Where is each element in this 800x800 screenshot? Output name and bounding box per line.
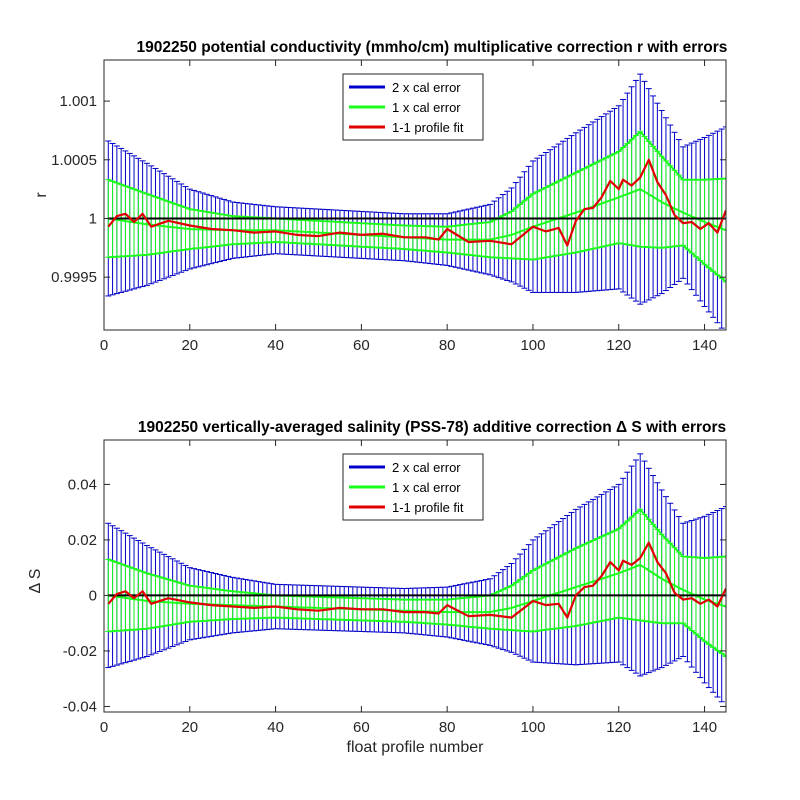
sal-profile-fit-line bbox=[107, 541, 726, 619]
salinity-plot-area: 0 20 40 60 80 100 120 140 -0.04 -0.02 0 0.02 0.04 2 x… bbox=[63, 439, 727, 736]
cond-cal1-lower-line bbox=[108, 240, 726, 283]
sal-legend-label: 1-1 profile fit bbox=[392, 500, 464, 515]
cond-x-tick-label: 140 bbox=[692, 337, 717, 354]
sal-x-tick-label: 0 bbox=[100, 719, 108, 736]
cond-y-tick-label: 1.001 bbox=[59, 93, 97, 110]
cond-x-tick-label: 120 bbox=[606, 337, 631, 354]
sal-cal1-lower-line bbox=[108, 616, 726, 658]
conductivity-panel-title: 1902250 potential conductivity (mmho/cm)… bbox=[137, 39, 728, 56]
cond-legend-label: 1 x cal error bbox=[392, 100, 461, 115]
cond-x-tick-label: 60 bbox=[353, 337, 370, 354]
cond-legend-label: 1-1 profile fit bbox=[392, 120, 464, 135]
sal-y-tick-label: 0.04 bbox=[68, 476, 97, 493]
salinity-panel-title: 1902250 vertically-averaged salinity (PS… bbox=[138, 419, 726, 436]
salinity-y-axis-label: Δ S bbox=[27, 569, 44, 594]
conductivity-y-axis-label: r bbox=[33, 192, 50, 198]
cond-axes-box bbox=[103, 59, 727, 331]
sal-x-tick-label: 40 bbox=[267, 719, 284, 736]
cond-y-tick-label: 0.9995 bbox=[51, 269, 97, 286]
cond-cal1-upper-line bbox=[107, 130, 726, 228]
cond-profile-fit-line bbox=[107, 158, 726, 247]
conductivity-plot-area: 0 20 40 60 80 100 120 140 0.9995 1 1.0005 1.001 2 x … bbox=[51, 59, 727, 354]
conductivity-correction-panel: 1902250 potential conductivity (mmho/cm)… bbox=[33, 39, 728, 354]
sal-x-tick-label: 100 bbox=[520, 719, 545, 736]
sal-x-tick-label: 80 bbox=[439, 719, 456, 736]
sal-legend-label: 1 x cal error bbox=[392, 480, 461, 495]
cond-series-group bbox=[105, 73, 726, 330]
cond-x-tick-label: 20 bbox=[181, 337, 198, 354]
sal-cal1-upper-line bbox=[107, 507, 726, 601]
sal-axes-box bbox=[103, 439, 727, 713]
sal-x-tick-label: 140 bbox=[692, 719, 717, 736]
cond-x-tick-label: 80 bbox=[439, 337, 456, 354]
cond-legend-label: 2 x cal error bbox=[392, 80, 461, 95]
cond-x-tick-label: 0 bbox=[100, 337, 108, 354]
sal-x-tick-label: 120 bbox=[606, 719, 631, 736]
sal-y-tick-label: -0.04 bbox=[63, 698, 97, 715]
cond-x-tick-label: 100 bbox=[520, 337, 545, 354]
cond-x-tick-label: 40 bbox=[267, 337, 284, 354]
salinity-x-axis-label: float profile number bbox=[347, 739, 485, 756]
sal-series-group bbox=[105, 453, 726, 707]
sal-x-tick-label: 20 bbox=[181, 719, 198, 736]
cond-y-tick-label: 1 bbox=[89, 210, 97, 227]
sal-y-tick-label: 0.02 bbox=[68, 532, 97, 549]
salinity-correction-panel: 1902250 vertically-averaged salinity (PS… bbox=[27, 419, 727, 756]
cond-y-tick-label: 1.0005 bbox=[51, 152, 97, 169]
sal-x-tick-label: 60 bbox=[353, 719, 370, 736]
sal-y-tick-label: 0 bbox=[89, 587, 97, 604]
sal-y-tick-label: -0.02 bbox=[63, 643, 97, 660]
sal-legend-label: 2 x cal error bbox=[392, 460, 461, 475]
